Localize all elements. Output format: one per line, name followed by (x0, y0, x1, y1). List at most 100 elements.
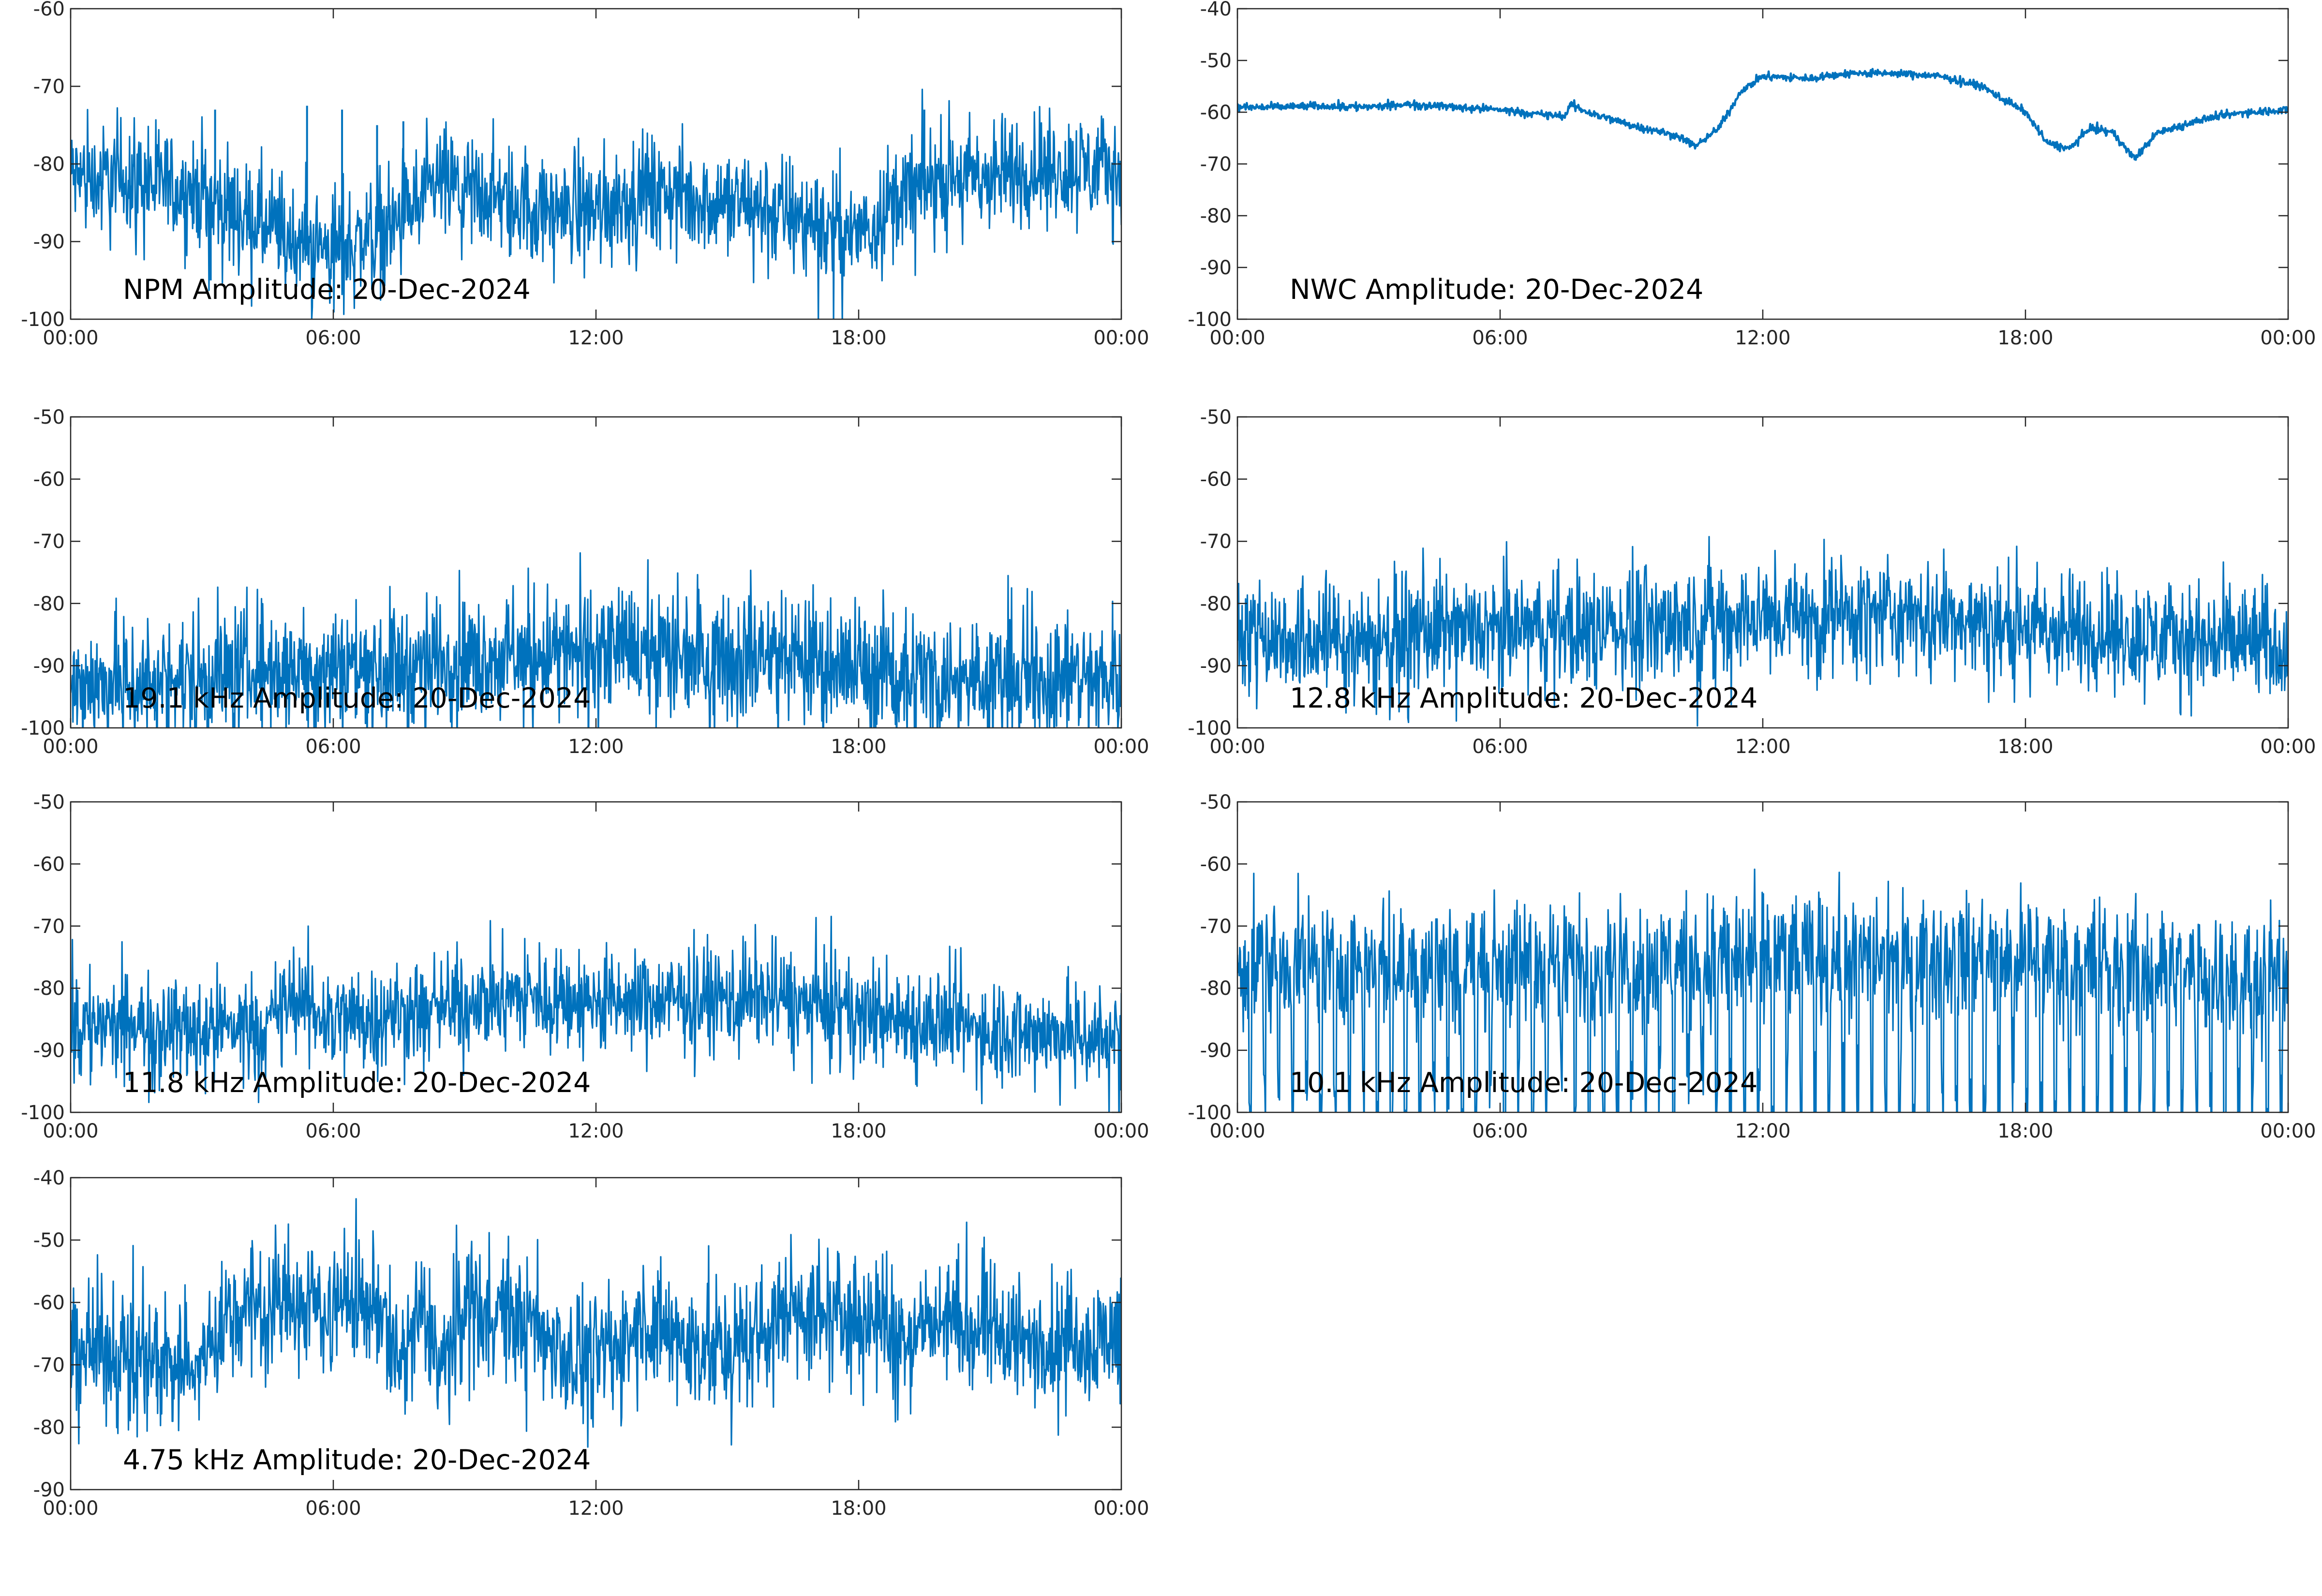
series-line (71, 1198, 1121, 1448)
y-tick-label: -70 (1200, 531, 1232, 553)
y-tick-label: -60 (1200, 102, 1232, 124)
x-tick-label: 18:00 (831, 327, 886, 349)
x-tick-label: 00:00 (43, 1497, 98, 1520)
x-tick-label: 00:00 (43, 1120, 98, 1142)
chart-panel-2: -100 -90 -80 -70 -60 -50 00:00 06:00 12:00 18:00 0… (21, 406, 1149, 758)
chart-panel-5: -100 -90 -80 -70 -60 -50 00:00 06:00 12:00 18:00 0… (1188, 791, 2316, 1142)
y-tick-label: -80 (33, 593, 65, 615)
x-tick-label: 18:00 (1997, 1120, 2053, 1142)
x-tick-label: 18:00 (1997, 327, 2053, 349)
x-tick-label: 06:00 (305, 1120, 361, 1142)
y-tick-label: -80 (33, 977, 65, 1000)
y-tick-label: -70 (33, 531, 65, 553)
y-tick-label: -60 (33, 1292, 65, 1314)
series-line (1237, 868, 2288, 1112)
x-tick-label: 00:00 (1093, 327, 1149, 349)
y-tick-label: -60 (1200, 469, 1232, 491)
series-line (71, 89, 1121, 319)
y-tick-label: -80 (1200, 593, 1232, 615)
y-tick-label: -90 (33, 655, 65, 677)
y-tick-label: -70 (33, 1354, 65, 1376)
y-tick-label: -70 (33, 916, 65, 938)
y-tick-label: -80 (1200, 205, 1232, 227)
x-tick-label: 00:00 (43, 327, 98, 349)
y-tick-label: -90 (1200, 655, 1232, 677)
y-tick-label: -60 (1200, 853, 1232, 875)
x-tick-label: 18:00 (1997, 736, 2053, 758)
x-tick-label: 00:00 (1093, 736, 1149, 758)
y-tick-label: -70 (1200, 916, 1232, 938)
x-tick-label: 00:00 (1209, 327, 1265, 349)
x-tick-label: 06:00 (1472, 736, 1528, 758)
panel-title: 4.75 kHz Amplitude: 20-Dec-2024 (123, 1444, 591, 1476)
y-tick-label: -90 (33, 1040, 65, 1062)
panel-title: NPM Amplitude: 20-Dec-2024 (123, 274, 531, 306)
x-tick-label: 00:00 (2260, 736, 2316, 758)
x-tick-label: 18:00 (831, 1497, 886, 1520)
y-tick-label: -80 (33, 153, 65, 176)
panel-title: 19.1 kHz Amplitude: 20-Dec-2024 (123, 682, 591, 714)
y-tick-label: -90 (1200, 1040, 1232, 1062)
x-tick-label: 12:00 (568, 1120, 624, 1142)
y-tick-label: -100 (1188, 1102, 1232, 1124)
series-line (71, 916, 1121, 1112)
y-tick-label: -60 (33, 0, 65, 20)
chart-panel-4: -100 -90 -80 -70 -60 -50 00:00 06:00 12:00 18:00 0… (21, 791, 1149, 1142)
x-tick-label: 12:00 (1735, 327, 1790, 349)
y-tick-label: -50 (33, 791, 65, 813)
y-tick-label: -90 (33, 1479, 65, 1501)
x-tick-label: 12:00 (568, 327, 624, 349)
x-tick-label: 18:00 (831, 1120, 886, 1142)
y-tick-label: -100 (21, 309, 65, 331)
y-tick-label: -100 (1188, 309, 1232, 331)
x-tick-label: 00:00 (2260, 1120, 2316, 1142)
y-tick-label: -100 (21, 1102, 65, 1124)
x-tick-label: 06:00 (305, 736, 361, 758)
y-tick-label: -50 (1200, 50, 1232, 72)
x-tick-label: 12:00 (568, 736, 624, 758)
x-tick-label: 00:00 (1093, 1497, 1149, 1520)
x-tick-label: 06:00 (305, 1497, 361, 1520)
x-tick-label: 00:00 (1209, 1120, 1265, 1142)
y-tick-label: -70 (33, 76, 65, 98)
x-tick-label: 06:00 (305, 327, 361, 349)
y-tick-label: -60 (33, 469, 65, 491)
series-line (1237, 68, 2288, 161)
panel-title: 10.1 kHz Amplitude: 20-Dec-2024 (1290, 1067, 1757, 1099)
x-tick-label: 06:00 (1472, 327, 1528, 349)
y-tick-label: -50 (33, 406, 65, 429)
x-tick-label: 00:00 (2260, 327, 2316, 349)
chart-panel-3: -100 -90 -80 -70 -60 -50 00:00 06:00 12:00 18:00 0… (1188, 406, 2316, 758)
y-tick-label: -70 (1200, 153, 1232, 176)
y-tick-label: -40 (1200, 0, 1232, 20)
chart-panel-1: -100 -90 -80 -70 -60 -50 -40 00:00 06:00 12:00 18:… (1188, 0, 2316, 349)
y-tick-label: -80 (1200, 977, 1232, 1000)
y-tick-label: -90 (1200, 257, 1232, 279)
y-tick-label: -50 (1200, 406, 1232, 429)
series-line (1237, 536, 2288, 727)
y-tick-label: -40 (33, 1167, 65, 1189)
y-tick-label: -60 (33, 853, 65, 875)
y-tick-label: -50 (1200, 791, 1232, 813)
y-tick-label: -100 (21, 717, 65, 739)
x-tick-label: 00:00 (1093, 1120, 1149, 1142)
plot-frame (1236, 8, 2289, 320)
y-tick-label: -80 (33, 1417, 65, 1439)
x-tick-label: 12:00 (568, 1497, 624, 1520)
y-tick-label: -50 (33, 1229, 65, 1252)
chart-panel-6: -90 -80 -70 -60 -50 -40 00:00 06:00 12:00 18:00 00… (33, 1167, 1149, 1520)
x-tick-label: 00:00 (43, 736, 98, 758)
x-tick-label: 00:00 (1209, 736, 1265, 758)
x-tick-label: 12:00 (1735, 736, 1790, 758)
panel-title: NWC Amplitude: 20-Dec-2024 (1290, 274, 1703, 306)
panel-title: 12.8 kHz Amplitude: 20-Dec-2024 (1290, 682, 1757, 714)
x-tick-label: 18:00 (831, 736, 886, 758)
x-tick-label: 12:00 (1735, 1120, 1790, 1142)
y-tick-label: -90 (33, 231, 65, 253)
panel-title: 11.8 kHz Amplitude: 20-Dec-2024 (123, 1067, 591, 1099)
x-tick-label: 06:00 (1472, 1120, 1528, 1142)
y-tick-label: -100 (1188, 717, 1232, 739)
series-line (71, 552, 1121, 728)
